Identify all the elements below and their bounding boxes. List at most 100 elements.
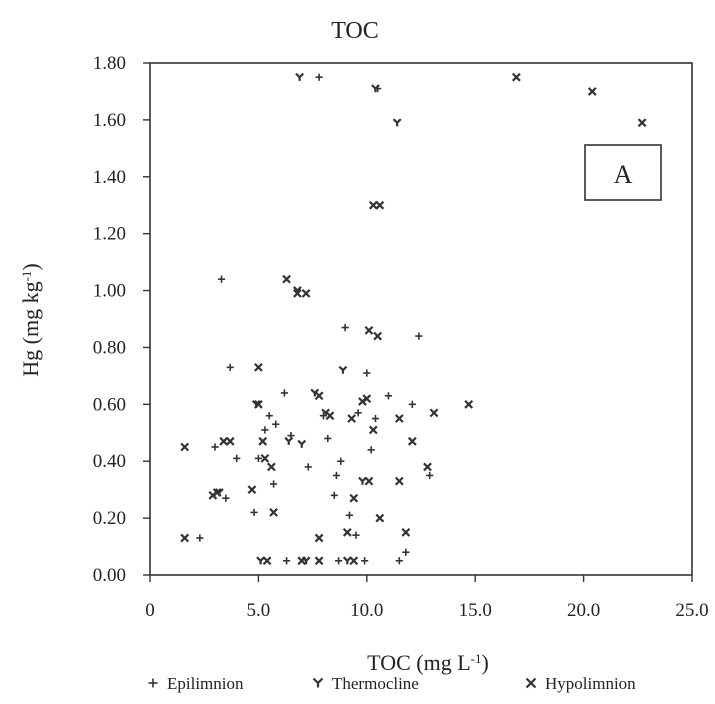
hypolimnion-point [394,414,404,423]
plot-frame [149,62,693,576]
chart-title: TOC [331,18,379,44]
x-tick-label: 25.0 [675,600,708,621]
y-tick-label: 0.20 [93,508,126,529]
epilimnion-point [341,323,349,332]
hypolimnion-point [254,362,263,372]
epilimnion-point [363,369,371,377]
legend-item: Thermocline [312,674,419,693]
y-stroke [295,72,304,81]
epilimnion-point [226,363,234,371]
epilimnion-point [330,491,338,499]
epilimnion-point [384,392,393,400]
y-stroke [284,436,294,445]
epilimnion-point [254,454,262,462]
hypolimnion-point [301,289,311,298]
epilimnion-point [265,412,273,420]
thermocline-point [392,118,402,127]
x-stroke [394,476,404,486]
epilimnion-point [196,534,204,542]
epilimnion-point [304,463,312,471]
y-tick-label: 0.00 [93,565,126,586]
x-stroke [180,442,190,452]
hypolimnion-point [423,462,432,472]
epilimnion-point [222,494,230,502]
x-stroke [362,394,372,404]
y-stroke [297,439,307,448]
y-tick-label: 1.20 [93,224,126,245]
hypolimnion-point [262,556,272,566]
legend-marker-hypolimnion [525,677,537,689]
epilimnion-point [408,400,416,408]
epilimnion-point [269,480,278,488]
x-stroke [254,362,263,372]
epilimnion-point [395,557,403,565]
thermocline-point [358,476,367,485]
x-stroke [314,533,324,543]
y-stroke [256,556,265,565]
hypolimnion-point [314,556,324,566]
epilimnion-point [367,446,375,454]
plot-area: 0 5.0 10.0 15.0 20.0 25.0 0.00 0.20 0.40 0.60 0.80… [93,53,709,621]
x-stroke [267,462,276,472]
hypolimnion-point [375,513,385,523]
hypolimnion-point [349,556,359,566]
x-stroke [314,556,324,566]
x-stroke [637,118,647,128]
legend-label: Thermocline [332,674,419,693]
x-axis-title-end: ) [482,650,489,675]
x-stroke [368,200,378,210]
epilimnion-point [426,471,434,480]
x-stroke [260,454,270,463]
x-stroke [464,399,474,409]
x-stroke [258,436,268,446]
x-stroke [512,72,521,82]
hypolimnion-point [349,493,359,503]
epilimnion-point [261,426,269,434]
hypolimnion-point [342,527,352,537]
x-stroke [429,408,439,418]
y-tick-label: 1.00 [93,281,126,302]
epilimnion-point [233,454,241,462]
epilimnion-point [217,275,226,283]
legend-label: Epilimnion [167,674,244,693]
hypolimnion-point [314,533,324,543]
x-tick-label: 15.0 [459,600,492,621]
epilimnion-point [250,508,258,517]
hypolimnion-point [362,394,372,404]
thermocline-point [284,436,294,445]
x-stroke [364,326,374,335]
x-stroke [293,289,302,298]
x-axis-title: TOC (mg L-1) [367,650,489,675]
y-axis-title-text: Hg (mg kg [18,281,43,376]
x-tick-label: 10.0 [350,600,383,621]
legend-item: Epilimnion [148,674,244,693]
y-stroke [392,118,402,127]
hypolimnion-point [587,87,597,96]
x-stroke [212,488,222,497]
y-tick-label: 1.40 [93,167,126,188]
x-stroke [301,289,311,298]
hypolimnion-point [254,399,263,409]
hypolimnion-point [429,408,439,418]
x-stroke [423,462,432,472]
y-tick-label: 1.60 [93,110,126,131]
legend-item: Hypolimnion [525,674,636,693]
x-stroke [407,436,417,446]
hypolimnion-point [293,289,302,298]
x-stroke [349,493,359,503]
y-stroke [371,84,380,93]
hypolimnion-point [373,331,383,341]
hypolimnion-point [260,454,270,463]
x-stroke [262,556,272,566]
hypolimnion-point [219,436,229,446]
epilimnion-point [352,531,360,539]
y-axis-title-end: ) [18,263,43,270]
hypolimnion-point [464,399,474,409]
x-stroke [342,527,352,537]
thermocline-point [338,365,348,374]
epilimnion-point [282,557,291,565]
x-stroke [375,200,385,210]
hypolimnion-point [401,527,411,537]
hypolimnion-point [258,436,268,446]
epilimnion-point [332,471,341,480]
